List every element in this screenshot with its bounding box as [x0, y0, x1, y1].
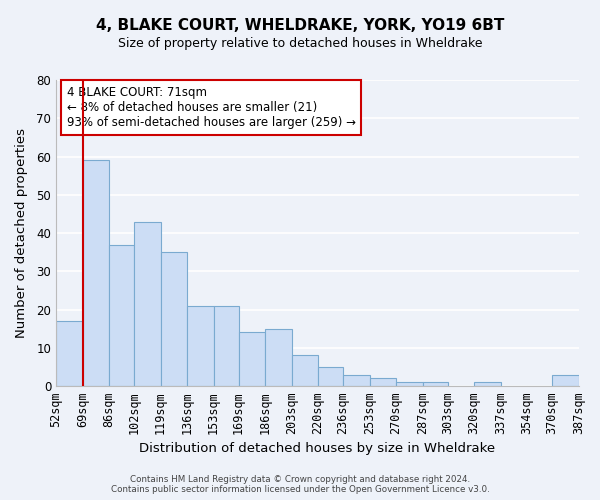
X-axis label: Distribution of detached houses by size in Wheldrake: Distribution of detached houses by size … — [139, 442, 496, 455]
Y-axis label: Number of detached properties: Number of detached properties — [15, 128, 28, 338]
Bar — [292, 356, 318, 386]
Text: 4 BLAKE COURT: 71sqm
← 8% of detached houses are smaller (21)
93% of semi-detach: 4 BLAKE COURT: 71sqm ← 8% of detached ho… — [67, 86, 356, 129]
Bar — [343, 374, 370, 386]
Bar — [265, 328, 292, 386]
Bar — [396, 382, 422, 386]
Bar — [318, 367, 343, 386]
Bar — [474, 382, 500, 386]
Text: Contains public sector information licensed under the Open Government Licence v3: Contains public sector information licen… — [110, 485, 490, 494]
Bar — [56, 321, 83, 386]
Text: 4, BLAKE COURT, WHELDRAKE, YORK, YO19 6BT: 4, BLAKE COURT, WHELDRAKE, YORK, YO19 6B… — [96, 18, 504, 32]
Bar — [370, 378, 396, 386]
Text: Contains HM Land Registry data © Crown copyright and database right 2024.: Contains HM Land Registry data © Crown c… — [130, 475, 470, 484]
Bar — [83, 160, 109, 386]
Bar — [239, 332, 265, 386]
Bar — [552, 374, 578, 386]
Text: Size of property relative to detached houses in Wheldrake: Size of property relative to detached ho… — [118, 38, 482, 51]
Bar — [161, 252, 187, 386]
Bar — [422, 382, 448, 386]
Bar — [187, 306, 214, 386]
Bar — [109, 244, 134, 386]
Bar — [134, 222, 161, 386]
Bar — [214, 306, 239, 386]
